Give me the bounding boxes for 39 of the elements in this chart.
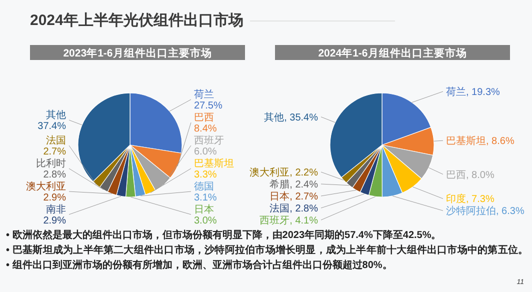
slice-label: 比利时: [36, 158, 66, 170]
slice-label: 荷兰, 19.3%: [446, 86, 500, 98]
slice-label: 澳大利亚, 2.2%: [250, 166, 318, 178]
data-label: 2.9%: [43, 192, 66, 204]
data-label: 3.0%: [194, 216, 217, 226]
slice-label: 西班牙, 4.1%: [260, 214, 318, 226]
chart-subtitle: 2023年1-6月组件出口主要市场: [63, 46, 212, 60]
data-label: 37.4%: [38, 121, 66, 132]
data-label: 6.0%: [194, 146, 217, 158]
data-label: 3.1%: [194, 192, 217, 204]
data-label: 3.3%: [194, 170, 217, 180]
data-label: 8.4%: [194, 124, 217, 134]
slice-label: 希腊, 2.4%: [270, 178, 318, 190]
data-label: 2.7%: [43, 146, 66, 158]
slice-label: 巴基斯坦, 8.6%: [446, 135, 514, 148]
text: 2024年上半年光伏组件出口市场: [30, 11, 244, 29]
slice-label: 其他: [46, 109, 66, 122]
text: • 组件出口到亚洲市场的份额有所增加，欧洲、亚洲市场合计占组件出口份额超过80%。: [6, 259, 392, 271]
slice-label: 法国, 2.8%: [270, 202, 318, 214]
slice-label: 其他, 35.4%: [264, 111, 318, 124]
slice-label: 巴基斯坦: [194, 158, 234, 170]
slice-label: 荷兰: [194, 88, 214, 100]
text: • 欧洲依然是最大的组件出口市场，但市场份额有明显下降，由2023年同期的57.4%下降至42.5%。: [6, 229, 442, 241]
data-label: 2.9%: [43, 216, 66, 226]
text: • 巴基斯坦成为上半年第二大组件出口市场，沙特阿拉伯市场增长明显，成为上半年前十大组件出口市场中的第五位。: [6, 244, 528, 256]
data-label: 27.5%: [194, 100, 222, 112]
slice-label: 印度, 7.3%: [446, 193, 494, 206]
slice-label: 沙特阿拉伯, 6.3%: [446, 205, 524, 218]
slice-label: 日本: [194, 204, 214, 216]
slice-label: 法国: [46, 134, 66, 146]
slice-label: 澳大利亚: [26, 180, 66, 192]
slice-label: 德国: [194, 182, 214, 192]
slice-label: 巴西: [194, 112, 214, 124]
slice-label: 巴西, 8.0%: [446, 170, 494, 181]
chart-subtitle: 2024年1-6月组件出口主要市场: [318, 46, 467, 60]
slice-label: 南非: [46, 204, 66, 216]
slice-label: 日本, 2.7%: [270, 190, 318, 202]
data-label: 2.8%: [43, 170, 66, 180]
slice-label: 西班牙: [194, 134, 224, 146]
